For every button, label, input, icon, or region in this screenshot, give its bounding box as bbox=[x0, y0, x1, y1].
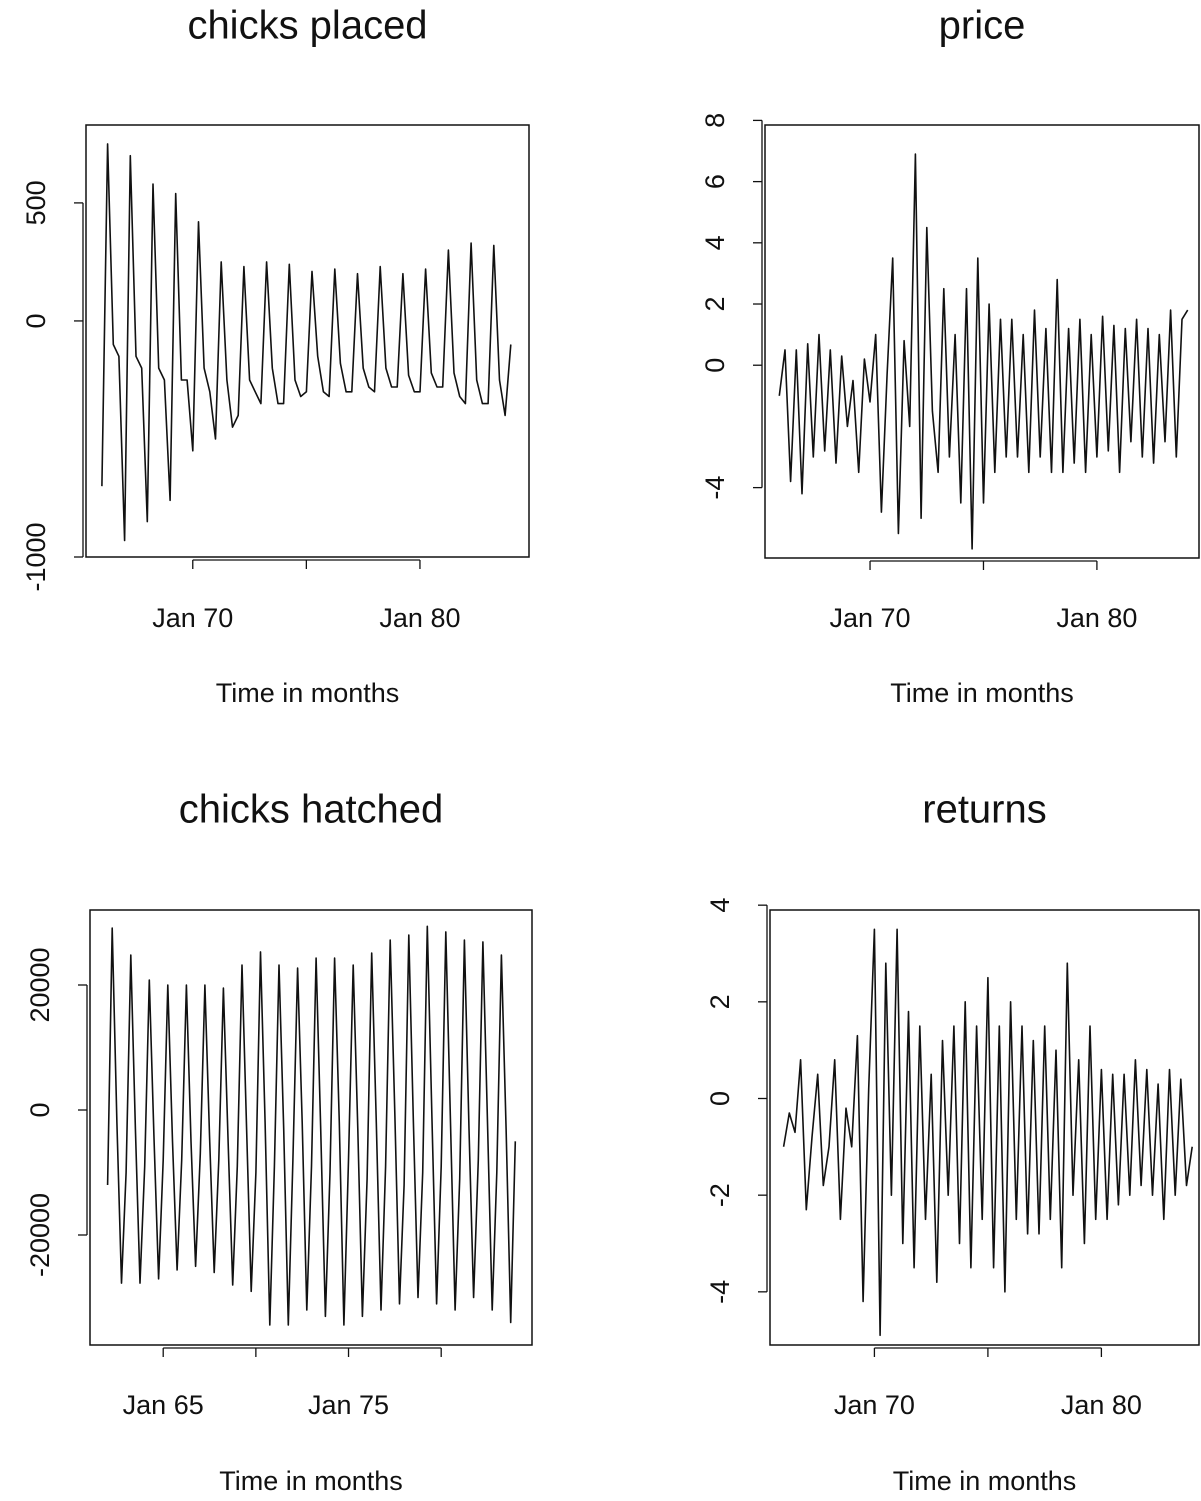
x-tick-label: Jan 80 bbox=[379, 603, 460, 633]
x-tick-label: Jan 70 bbox=[830, 603, 911, 633]
y-tick-label: -2 bbox=[705, 1183, 735, 1207]
y-tick-label: 0 bbox=[25, 1102, 55, 1117]
chart-title: chicks placed bbox=[187, 4, 427, 48]
y-tick-label: 8 bbox=[700, 113, 730, 128]
x-axis-label: Time in months bbox=[216, 678, 400, 708]
y-tick-label: 0 bbox=[705, 1091, 735, 1106]
x-axis-label: Time in months bbox=[890, 678, 1074, 708]
y-tick-label: 6 bbox=[700, 174, 730, 189]
data-line bbox=[782, 928, 1193, 1337]
plot-frame bbox=[85, 124, 530, 558]
x-tick-label: Jan 65 bbox=[123, 1390, 204, 1420]
plot-frame bbox=[89, 909, 533, 1346]
x-tick-label: Jan 75 bbox=[308, 1390, 389, 1420]
y-tick-label: -20000 bbox=[25, 1193, 55, 1277]
x-tick-label: Jan 80 bbox=[1056, 603, 1137, 633]
x-tick-label: Jan 70 bbox=[152, 603, 233, 633]
data-line bbox=[778, 153, 1189, 550]
chart-title: returns bbox=[922, 788, 1047, 832]
y-tick-label: 0 bbox=[700, 358, 730, 373]
y-tick-label: 4 bbox=[705, 898, 735, 913]
y-tick-label: -4 bbox=[700, 476, 730, 500]
y-tick-label: -4 bbox=[705, 1280, 735, 1304]
y-tick-label: 0 bbox=[21, 313, 51, 328]
data-line bbox=[101, 143, 512, 542]
plot-frame bbox=[764, 124, 1200, 559]
data-line bbox=[106, 925, 517, 1326]
y-tick-label: 2 bbox=[700, 296, 730, 311]
x-axis-label: Time in months bbox=[893, 1466, 1077, 1496]
y-tick-label: 500 bbox=[21, 180, 51, 225]
plot-frame bbox=[769, 909, 1200, 1346]
chart-title: chicks hatched bbox=[179, 788, 444, 832]
y-tick-label: 20000 bbox=[25, 947, 55, 1022]
x-tick-label: Jan 70 bbox=[834, 1390, 915, 1420]
chart-title: price bbox=[939, 4, 1026, 48]
x-axis-label: Time in months bbox=[219, 1466, 403, 1496]
y-tick-label: 4 bbox=[700, 235, 730, 250]
x-tick-label: Jan 80 bbox=[1061, 1390, 1142, 1420]
y-tick-label: 2 bbox=[705, 994, 735, 1009]
y-tick-label: -1000 bbox=[21, 522, 51, 591]
